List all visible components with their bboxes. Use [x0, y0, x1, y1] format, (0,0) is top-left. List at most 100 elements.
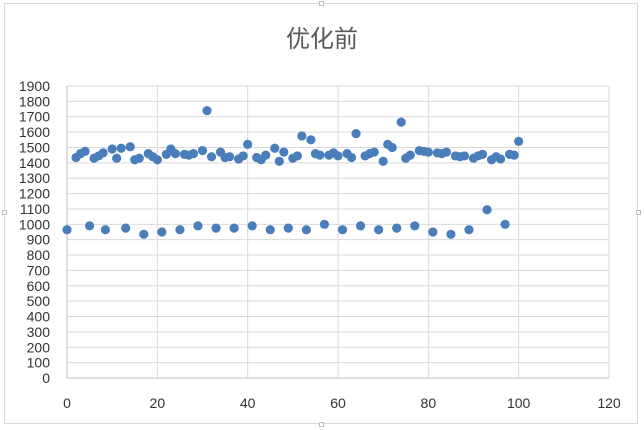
x-tick-labels: 0 20 40 60 80 100 120 [63, 395, 621, 411]
scatter-point [152, 155, 162, 165]
scatter-point [157, 227, 167, 237]
scatter-point [459, 151, 470, 161]
scatter-point [98, 148, 108, 158]
scatter-point [274, 156, 284, 166]
scatter-point [247, 221, 257, 231]
scatter-point [315, 150, 325, 160]
x-tick-label: 60 [330, 395, 346, 411]
y-tick-label: 300 [27, 324, 51, 340]
scatter-point [477, 149, 488, 159]
scatter-point [392, 223, 402, 233]
resize-handle-left[interactable] [2, 210, 7, 215]
scatter-point [387, 142, 397, 153]
scatter-point [62, 225, 72, 235]
y-tick-label: 200 [27, 339, 51, 355]
scatter-point [319, 219, 330, 229]
scatter-point [496, 154, 506, 164]
scatter-point [188, 149, 199, 159]
scatter-point [283, 223, 293, 233]
scatter-point [243, 139, 253, 149]
x-tick-label: 0 [63, 395, 71, 411]
y-tick-label: 1000 [19, 216, 50, 232]
scatter-point [346, 152, 357, 163]
y-tick-label: 1900 [19, 78, 50, 94]
y-tick-label: 400 [27, 309, 51, 325]
scatter-point [270, 143, 280, 153]
scatter-point [170, 149, 180, 159]
scatter-point [112, 153, 122, 163]
resize-handle-bottom[interactable] [319, 422, 324, 427]
scatter-point [500, 219, 510, 229]
y-tick-label: 700 [27, 262, 51, 278]
scatter-point [175, 225, 185, 235]
scatter-point [125, 142, 135, 152]
scatter-point [337, 225, 348, 235]
scatter-point [261, 150, 271, 160]
scatter-point [301, 225, 311, 235]
resize-handle-right[interactable] [636, 210, 641, 215]
scatter-point [423, 147, 433, 157]
resize-handle-top[interactable] [319, 1, 324, 6]
scatter-point [292, 151, 302, 161]
x-tick-label: 80 [421, 395, 437, 411]
y-tick-label: 800 [27, 247, 51, 263]
scatter-point [410, 221, 420, 231]
scatter-point [279, 147, 289, 157]
scatter-point [369, 147, 379, 157]
scatter-point [306, 135, 316, 145]
y-tick-label: 1300 [19, 170, 50, 186]
scatter-point [206, 152, 217, 162]
y-tick-label: 900 [27, 232, 51, 248]
scatter-point [197, 145, 208, 156]
scatter-point [116, 143, 126, 153]
scatter-point [139, 229, 149, 239]
scatter-point [134, 153, 144, 163]
y-tick-label: 1500 [19, 139, 50, 155]
scatter-point [428, 227, 438, 237]
chart-title: 优化前 [286, 25, 358, 53]
scatter-point [482, 205, 492, 215]
scatter-point [211, 223, 221, 233]
y-tick-label: 1800 [19, 93, 50, 109]
scatter-point [121, 223, 131, 233]
y-tick-labels: 0100200300400500600700800900100011001200… [19, 78, 50, 386]
scatter-point [378, 156, 388, 166]
scatter-point [238, 151, 248, 161]
scatter-point [441, 147, 451, 157]
x-tick-label: 100 [507, 395, 531, 411]
y-tick-label: 500 [27, 293, 51, 309]
x-tick-label: 20 [150, 395, 166, 411]
y-tick-label: 1600 [19, 124, 50, 140]
scatter-point [374, 225, 384, 235]
y-tick-label: 0 [42, 370, 50, 386]
y-tick-label: 100 [27, 355, 51, 371]
scatter-point [514, 136, 524, 146]
scatter-point [405, 150, 415, 160]
scatter-point [265, 225, 275, 235]
scatter-point [351, 129, 361, 139]
gridlines [67, 85, 610, 378]
x-tick-label: 40 [240, 395, 256, 411]
scatter-point [84, 221, 95, 231]
chart-frame [4, 3, 638, 424]
y-tick-label: 1400 [19, 155, 50, 171]
scatter-point [355, 221, 366, 231]
scatter-point [446, 229, 456, 239]
scatter-point [396, 117, 406, 127]
scatter-point [100, 225, 110, 235]
scatter-point [229, 223, 239, 233]
scatter-point [509, 150, 519, 160]
scatter-point [80, 146, 90, 156]
scatter-point [297, 131, 307, 141]
scatter-point [107, 144, 117, 154]
scatter-point [225, 152, 235, 162]
scatter-point [333, 151, 343, 161]
data-points [62, 105, 524, 239]
y-tick-label: 1100 [20, 201, 50, 217]
y-tick-label: 600 [27, 278, 51, 294]
scatter-point [464, 225, 474, 235]
scatter-point [193, 221, 203, 231]
y-tick-label: 1700 [19, 109, 50, 125]
x-tick-label: 120 [597, 395, 621, 411]
